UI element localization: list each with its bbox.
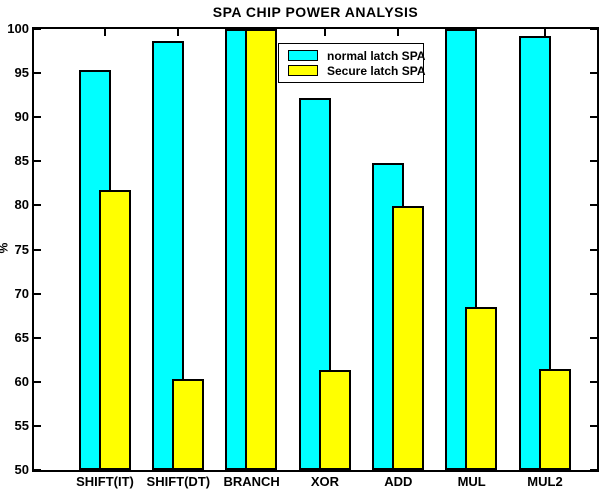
bar-secure-latch-spa-add (392, 206, 425, 470)
y-tick-right-55 (590, 424, 597, 427)
bar-secure-latch-spa-branch (245, 29, 278, 470)
y-tick-label-50: 50 (14, 462, 29, 477)
x-tick-top-shift-it (104, 29, 106, 36)
legend-entry-normal-latch-spa: normal latch SPA (288, 48, 425, 63)
chart-title: SPA CHIP POWER ANALYSIS (212, 4, 419, 20)
x-tick-top-mul2 (543, 29, 546, 36)
x-tick-label-mul: MUL (457, 474, 486, 489)
y-tick-label-80: 80 (14, 197, 29, 213)
y-tick-left-70 (34, 292, 41, 295)
x-tick-top-add (397, 29, 400, 36)
y-tick-right-80 (590, 204, 597, 207)
y-tick-left-80 (34, 204, 41, 207)
bar-secure-latch-spa-xor (318, 370, 351, 470)
y-tick-right-75 (590, 248, 597, 251)
y-tick-left-90 (34, 116, 41, 119)
bar-normal-latch-spa-shift-dt (152, 41, 185, 470)
y-tick-label-55: 55 (14, 417, 29, 433)
x-tick-label-add: ADD (384, 474, 413, 489)
y-tick-left-55 (34, 424, 41, 427)
y-tick-left-85 (34, 160, 41, 163)
legend-swatch-normal-latch-spa (288, 50, 318, 61)
bar-secure-latch-spa-shift-it (98, 189, 131, 470)
legend-label-secure-latch-spa: Secure latch SPA (327, 63, 426, 78)
x-tick-top-shift-dt (177, 29, 180, 36)
y-tick-left-95 (34, 72, 41, 75)
bar-normal-latch-spa-mul (445, 29, 478, 470)
bar-secure-latch-spa-mul (465, 306, 498, 470)
y-tick-label-85: 85 (14, 153, 29, 169)
x-tick-label-branch: BRANCH (223, 474, 280, 489)
y-tick-label-65: 65 (14, 329, 29, 345)
legend: normal latch SPA Secure latch SPA (278, 43, 425, 83)
y-tick-right-70 (590, 292, 597, 295)
y-tick-left-65 (34, 336, 41, 339)
y-tick-left-50 (34, 469, 41, 471)
x-tick-top-xor (323, 29, 326, 36)
y-tick-right-85 (590, 160, 597, 163)
x-tick-label-shift-it: SHIFT(IT) (76, 474, 134, 489)
x-tick-label-shift-dt: SHIFT(DT) (146, 474, 211, 489)
y-tick-label-75: 75 (14, 241, 29, 257)
x-tick-label-xor: XOR (310, 474, 340, 489)
y-tick-right-60 (590, 380, 597, 383)
y-tick-left-75 (34, 248, 41, 251)
legend-swatch-secure-latch-spa (288, 65, 318, 76)
y-tick-right-50 (590, 469, 597, 471)
x-tick-label-mul2: MUL2 (527, 474, 563, 489)
y-tick-right-65 (590, 336, 597, 339)
y-tick-left-60 (34, 380, 41, 383)
y-tick-right-90 (590, 116, 597, 119)
legend-label-normal-latch-spa: normal latch SPA (327, 48, 426, 63)
y-tick-right-100 (590, 28, 597, 30)
y-tick-label-60: 60 (14, 373, 29, 389)
bar-secure-latch-spa-shift-dt (172, 379, 205, 470)
y-tick-label-70: 70 (14, 285, 29, 301)
y-tick-label-90: 90 (14, 109, 29, 125)
legend-entry-secure-latch-spa: Secure latch SPA (288, 63, 425, 78)
y-tick-right-95 (590, 72, 597, 75)
y-tick-left-100 (34, 28, 41, 30)
y-tick-label-95: 95 (14, 65, 29, 81)
bar-secure-latch-spa-mul2 (538, 368, 571, 470)
y-tick-label-100: 100 (7, 21, 29, 36)
